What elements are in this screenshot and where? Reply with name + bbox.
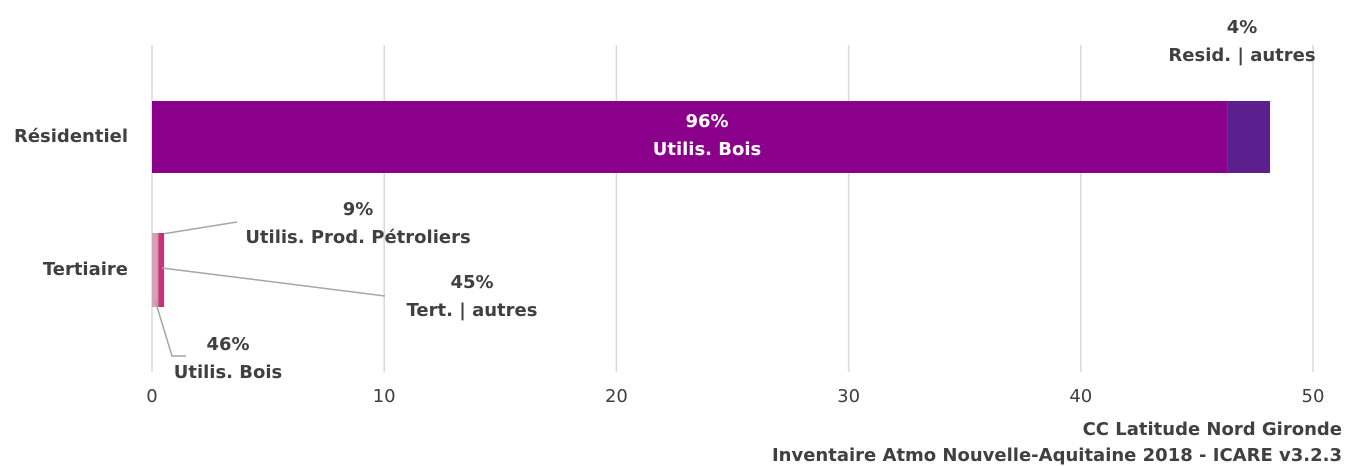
x-tick-label: 40	[1069, 386, 1092, 407]
leader-line	[161, 267, 386, 297]
data-label: 45%	[450, 272, 493, 293]
x-tick-label: 0	[146, 386, 157, 407]
footer: Inventaire Atmo Nouvelle-Aquitaine 2018 …	[772, 445, 1342, 466]
bar	[158, 233, 165, 307]
bar	[152, 233, 158, 307]
x-tick-label: 50	[1302, 386, 1325, 407]
data-label: Utilis. Bois	[174, 362, 283, 383]
y-tick-label: Tertiaire	[43, 259, 128, 280]
bar	[1227, 101, 1271, 173]
data-label: Utilis. Prod. Pétroliers	[245, 227, 470, 248]
data-label: Resid. | autres	[1168, 45, 1315, 66]
data-label: 4%	[1227, 17, 1258, 38]
leader-line	[155, 221, 238, 236]
footer: CC Latitude Nord Gironde	[1083, 419, 1342, 440]
data-label: Tert. | autres	[407, 300, 538, 321]
bar	[152, 101, 1228, 173]
y-tick-label: Résidentiel	[14, 126, 128, 147]
bar	[157, 233, 159, 307]
data-label: 9%	[343, 199, 374, 220]
x-tick-label: 30	[837, 386, 860, 407]
data-label: 96%	[685, 111, 728, 132]
x-tick-label: 20	[605, 386, 628, 407]
leader-line	[154, 299, 186, 357]
data-label: 46%	[206, 334, 249, 355]
x-tick-label: 10	[373, 386, 396, 407]
data-label: Utilis. Bois	[653, 139, 762, 160]
